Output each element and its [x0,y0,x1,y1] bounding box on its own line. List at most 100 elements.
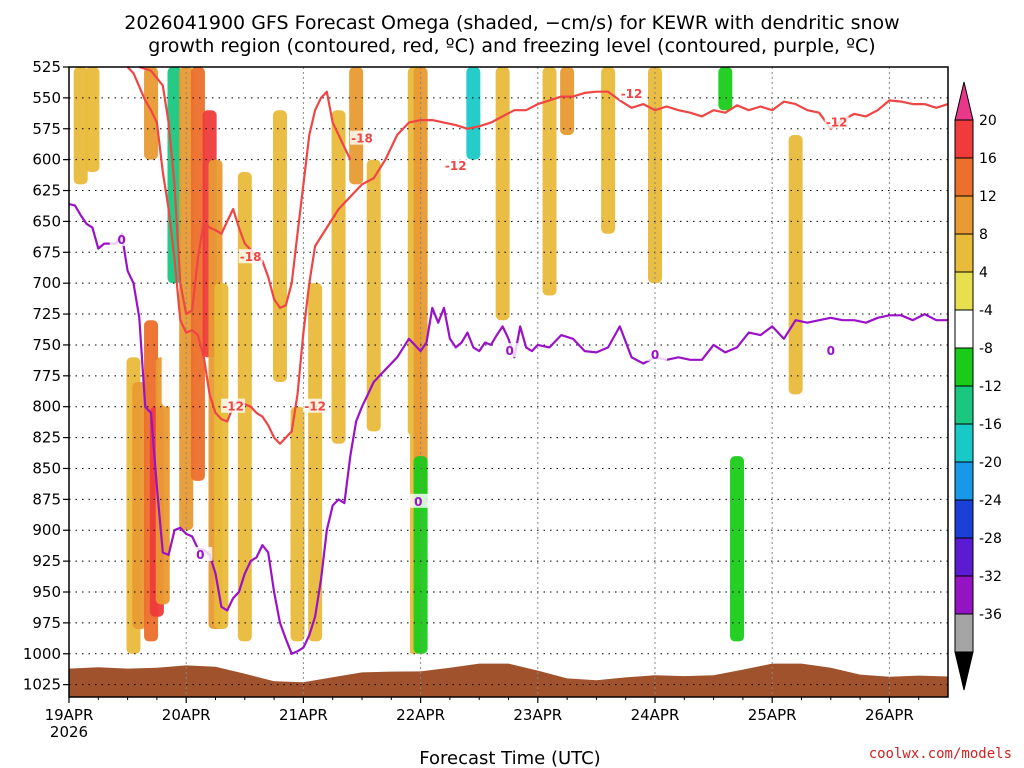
y-tick-label: 775 [32,367,61,385]
x-tick-label: 20APR [162,706,211,724]
x-tick-label: 24APR [631,706,680,724]
x-axis-label: Forecast Time (UTC) [419,748,600,768]
contour-label-bg [109,231,134,246]
colorbar-label: 8 [979,227,988,243]
contour-label-bg [188,546,213,561]
colorbar-label: -24 [979,493,1002,509]
contour-label: 0 [827,344,835,358]
y-tick-label: 550 [32,89,61,107]
y-tick-label: 850 [32,459,61,477]
x-tick-label: 19APR [45,706,94,724]
x-tick-label: 22APR [396,706,445,724]
contour-label: -12 [826,116,848,130]
contour-label-bg [238,249,263,264]
contour-label: -12 [445,159,467,173]
contour-label-bg [497,343,522,358]
colorbar-label: -28 [979,531,1002,547]
omega-shade-cell [132,382,147,630]
contour-label-bg [643,346,667,361]
omega-shade-cell [144,67,159,160]
omega-shade-cell [718,67,733,111]
contour-label: 0 [651,348,659,362]
x-tick-label: 26APR [865,706,914,724]
plot-frame [68,66,949,698]
omega-shade-cell [730,456,745,642]
omega-shade-cell [290,406,305,642]
y-tick-label: 725 [32,305,61,323]
contour-label-bg [619,86,644,101]
omega-shade-cell [308,283,323,642]
colorbar-label: -8 [979,341,993,357]
contour-label: -18 [351,132,373,146]
omega-shade-cell [87,369,102,636]
colorbar-label: -16 [979,417,1002,433]
omega-shade-cell [214,283,229,630]
y-axis-pressure: 525 550 575 600 625 650 675 700 725 750 775 800 825 8… [23,58,69,694]
omega-shade-cell [73,67,88,185]
omega-shade-cell [565,382,580,531]
y-tick-label: 625 [32,182,61,200]
colorbar-swatch [954,271,974,311]
colorbar: 20 16 12 8 4 -4 -8 -12 -16 -20 -24 -28 -32 -36 [954,81,1002,691]
colorbar-label: -36 [979,607,1002,623]
colorbar-label: -12 [979,379,1002,395]
colorbar-swatch [954,119,974,159]
colorbar-swatch [954,309,974,349]
dotted-grid [68,66,948,697]
contour-m12 [126,66,949,445]
omega-shade-cell [542,67,557,296]
colorbar-swatch [954,233,974,273]
contour-label: 0 [196,548,204,562]
y-tick-label: 575 [32,120,61,138]
colorbar-label: -4 [979,303,993,319]
omega-shade-cell [624,209,639,358]
omega-shade-cell [448,258,463,382]
x-tick-label: 23APR [513,706,562,724]
colorbar-top-arrow [954,81,974,121]
y-tick-label: 750 [32,336,61,354]
contour-0 [68,203,948,655]
contour-label-bg [443,157,468,172]
y-tick-label: 875 [32,490,61,508]
omega-shade-cell [413,67,428,506]
x-year-label: 2026 [50,723,88,741]
colorbar-label: 12 [979,189,997,205]
contour-label: -12 [304,400,326,414]
x-axis-time: 19APR 20APR 21APR 22APR 23APR 24APR 25APR 26APR… [45,697,920,741]
colorbar-label: 20 [979,113,997,129]
omega-shade-cell [683,357,698,580]
omega-shade-cell [495,67,510,321]
omega-shade-cell [85,67,100,172]
x-tick-label: 21APR [279,706,328,724]
contour-label: 0 [505,344,513,358]
omega-shade-cell [331,110,346,444]
omega-shade-cell [648,67,662,284]
y-tick-label: 950 [32,583,61,601]
contour-label: 0 [414,495,422,509]
contour-label: 0 [118,233,126,247]
colorbar-swatch [954,347,974,387]
y-tick-label: 825 [32,429,61,447]
credit-text: coolwx.com/models [869,746,1012,762]
y-tick-label: 925 [32,552,61,570]
omega-shade-cell [718,159,733,222]
omega-shade-cell [788,134,803,395]
contour-label: -12 [621,87,643,101]
colorbar-swatch [954,157,974,197]
contour-label-bg [824,114,849,129]
contour-label-bg [221,398,246,413]
omega-shade-cell [155,357,170,605]
contour-label-bg [818,343,843,358]
contour-label-bg [350,130,374,145]
omega-shade-cell [366,159,381,432]
omega-shade-cell [272,110,287,382]
chart-title-line-1: 2026041900 GFS Forecast Omega (shaded, −… [124,12,899,34]
omega-shade-cell [601,67,616,234]
terrain-surface [69,663,948,697]
omega-shade-cell [454,67,469,123]
colorbar-swatch [954,423,974,463]
omega-shade-cell [560,67,575,135]
plot-area [69,67,950,697]
colorbar-bottom-arrow [954,651,974,691]
